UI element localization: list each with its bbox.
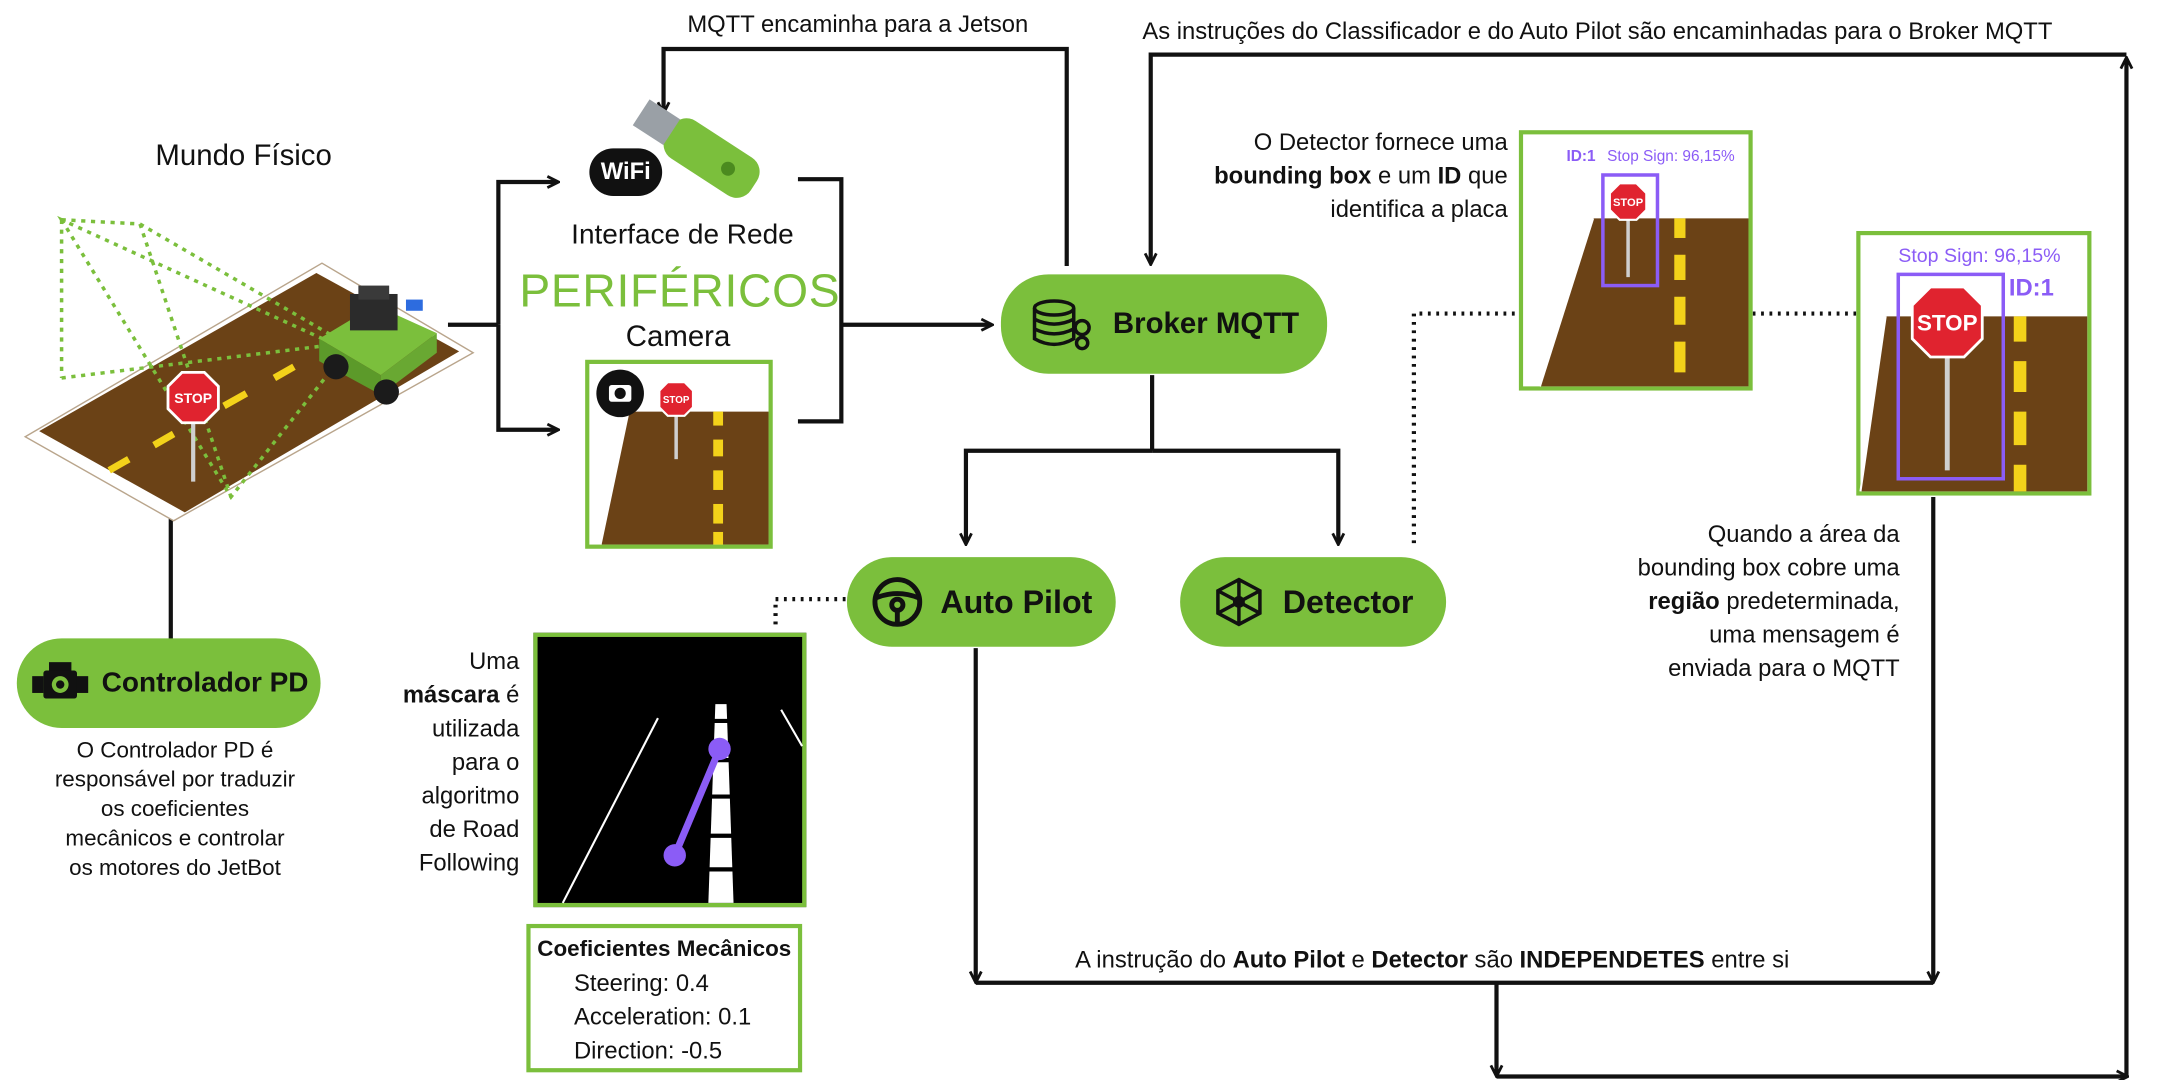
wifi-badge: WiFi	[589, 148, 663, 196]
mask-view	[561, 704, 804, 904]
steering-wheel-icon	[870, 575, 923, 628]
independence-note: A instrução do Auto Pilot e Detector são…	[1075, 946, 1790, 973]
database-gear-icon	[1029, 296, 1096, 352]
wifi-icon: WiFi	[600, 158, 651, 185]
svg-text:STOP: STOP	[174, 390, 212, 406]
acceleration-value: Acceleration: 0.1	[573, 1003, 752, 1031]
steering-value: Steering: 0.4	[573, 970, 709, 997]
svg-text:STOP: STOP	[663, 395, 690, 406]
autopilot-label: Auto Pilot	[940, 583, 1093, 620]
mqtt-jetson-label: MQTT encaminha para a Jetson	[687, 11, 1029, 38]
coefficients-title: Coeficientes Mecânicos	[537, 937, 792, 962]
controller-label: Controlador PD	[101, 667, 309, 698]
detection-large-label: Stop Sign: 96,15%	[1898, 243, 2061, 266]
controller-pd-node: Controlador PD	[16, 638, 321, 728]
engine-icon	[29, 657, 91, 710]
area-description: Quando a área da bounding box cobre uma …	[1637, 520, 1900, 682]
autopilot-dotted-link	[773, 597, 846, 628]
bounding-box-small	[1601, 173, 1660, 288]
jetbot-robot	[319, 285, 437, 405]
svg-text:STOP: STOP	[1917, 310, 1978, 335]
detection-small-view: STOP	[1538, 173, 1749, 387]
autopilot-node: Auto Pilot	[846, 557, 1116, 647]
camera-frame: STOP	[585, 359, 773, 549]
to-camera-arrow	[496, 324, 557, 430]
camera-view: STOP	[596, 369, 769, 545]
direction-value: Direction: -0.5	[573, 1037, 723, 1064]
broker-mqtt-node: Broker MQTT	[1000, 274, 1328, 374]
mask-frame	[533, 632, 807, 908]
to-wifi-arrow	[496, 182, 557, 325]
to-detector-arrow	[1152, 448, 1338, 543]
svg-text:STOP: STOP	[1613, 197, 1644, 209]
detection-small-label: Stop Sign: 96,15%	[1607, 148, 1735, 166]
controller-description: O Controlador PD é responsável por tradu…	[54, 739, 296, 881]
detection-large-id: ID:1	[2008, 274, 2054, 301]
mask-point-top	[708, 737, 731, 761]
mask-point-bottom	[663, 844, 686, 867]
detection-large-frame: STOP Stop Sign: 96,15% ID:1	[1856, 230, 2092, 496]
detector-label: Detector	[1282, 583, 1414, 620]
detector-node: Detector	[1180, 557, 1447, 647]
camera-label: Camera	[625, 320, 731, 353]
broker-to-jetson-arrow	[664, 46, 1069, 266]
camera-fov-lines	[57, 215, 350, 501]
peripherals-heading: PERIFÉRICOS	[519, 264, 841, 317]
bounding-box-large	[1896, 272, 2006, 481]
top-to-broker-arrow	[1151, 52, 2127, 264]
broker-label: Broker MQTT	[1112, 307, 1300, 340]
world-stop-sign: STOP	[166, 370, 220, 482]
peripherals-bracket	[797, 177, 844, 424]
physical-world-title: Mundo Físico	[155, 139, 332, 173]
coefficients-box: Coeficientes Mecânicos Steering: 0.4 Acc…	[526, 923, 803, 1073]
detection-small-frame: STOP ID:1 Stop Sign: 96,15%	[1518, 130, 1753, 391]
detection-small-id: ID:1	[1566, 148, 1596, 166]
network-interface-label: Interface de Rede	[571, 219, 794, 251]
detector-description: O Detector fornece uma bounding box e um…	[1214, 128, 1508, 223]
instructions-broker-label: As instruções do Classificador e do Auto…	[1142, 18, 2053, 45]
detection-large-view: STOP	[1859, 272, 2088, 492]
neural-network-icon	[1213, 575, 1266, 628]
to-autopilot-arrow	[966, 448, 1153, 543]
mask-description: Uma máscara é utilizada para o algoritmo…	[402, 648, 520, 877]
